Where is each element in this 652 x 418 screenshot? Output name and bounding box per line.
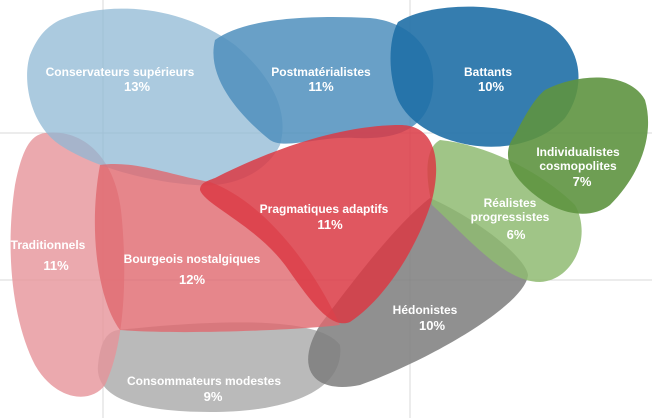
label-conservateurs: Conservateurs supérieurs — [46, 65, 195, 79]
pct-realistes: 6% — [507, 227, 526, 242]
pct-pragmatiques: 11% — [317, 217, 343, 232]
blob-pragmatiques[interactable] — [200, 125, 437, 324]
blob-realistes[interactable] — [427, 140, 582, 282]
pct-hedonistes: 10% — [419, 318, 445, 333]
blob-hedonistes[interactable] — [308, 198, 528, 387]
label-traditionnels: Traditionnels — [11, 238, 86, 252]
pct-conservateurs: 13% — [124, 79, 150, 94]
label-realistes-1: Réalistes — [484, 196, 537, 210]
label-hedonistes: Hédonistes — [393, 303, 458, 317]
pct-traditionnels: 11% — [43, 258, 69, 273]
blob-individualistes[interactable] — [507, 77, 649, 214]
label-battants: Battants — [464, 65, 512, 79]
pct-battants: 10% — [478, 79, 504, 94]
blob-consommateurs[interactable] — [97, 322, 341, 412]
blob-bourgeois[interactable] — [94, 163, 340, 333]
pct-bourgeois: 12% — [179, 272, 205, 287]
blob-postmaterialistes[interactable] — [213, 17, 434, 144]
pct-postmaterialistes: 11% — [308, 79, 334, 94]
label-bourgeois: Bourgeois nostalgiques — [124, 252, 261, 266]
label-individualistes-1: Individualistes — [536, 145, 620, 159]
label-postmaterialistes: Postmatérialistes — [271, 65, 371, 79]
label-realistes-2: progressistes — [471, 210, 550, 224]
pct-consommateurs: 9% — [204, 389, 223, 404]
label-consommateurs: Consommateurs modestes — [127, 374, 281, 388]
pct-individualistes: 7% — [573, 174, 592, 189]
label-pragmatiques: Pragmatiques adaptifs — [260, 202, 389, 216]
label-individualistes-2: cosmopolites — [539, 159, 617, 173]
